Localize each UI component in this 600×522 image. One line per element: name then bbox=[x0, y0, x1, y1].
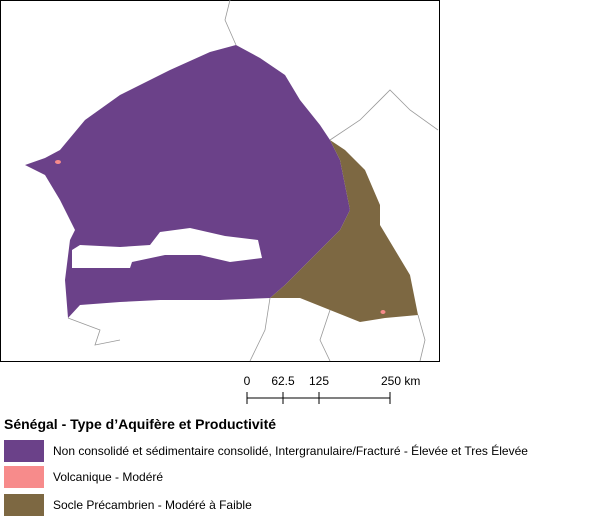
scale-label: 0 bbox=[244, 374, 251, 388]
border-line bbox=[319, 309, 331, 362]
scale-bar bbox=[246, 392, 391, 404]
legend-swatch bbox=[4, 440, 44, 462]
scale-label: 250 km bbox=[381, 374, 420, 388]
legend-label: Volcanique - Modéré bbox=[53, 470, 163, 484]
lake bbox=[124, 67, 130, 83]
scale-label: 125 bbox=[309, 374, 329, 388]
border-line bbox=[224, 0, 237, 46]
legend-swatch bbox=[4, 466, 44, 488]
precambrian-region bbox=[270, 140, 418, 322]
legend-label: Socle Précambrien - Modéré à Faible bbox=[53, 498, 252, 512]
border-line bbox=[67, 317, 121, 346]
volcanic-area bbox=[380, 310, 386, 314]
volcanic-area bbox=[55, 160, 61, 164]
legend-label: Non consolidé et sédimentaire consolidé,… bbox=[53, 443, 528, 458]
legend: Non consolidé et sédimentaire consolidé,… bbox=[4, 440, 528, 516]
border-line bbox=[249, 297, 271, 362]
border-line bbox=[417, 314, 426, 362]
border-line bbox=[329, 89, 439, 141]
lake bbox=[116, 90, 124, 94]
neighbor-borders bbox=[67, 0, 439, 362]
legend-swatch bbox=[4, 494, 44, 516]
scale-label: 62.5 bbox=[271, 374, 295, 388]
gambia bbox=[72, 228, 262, 268]
legend-title: Sénégal - Type d’Aquifère et Productivit… bbox=[4, 416, 276, 432]
